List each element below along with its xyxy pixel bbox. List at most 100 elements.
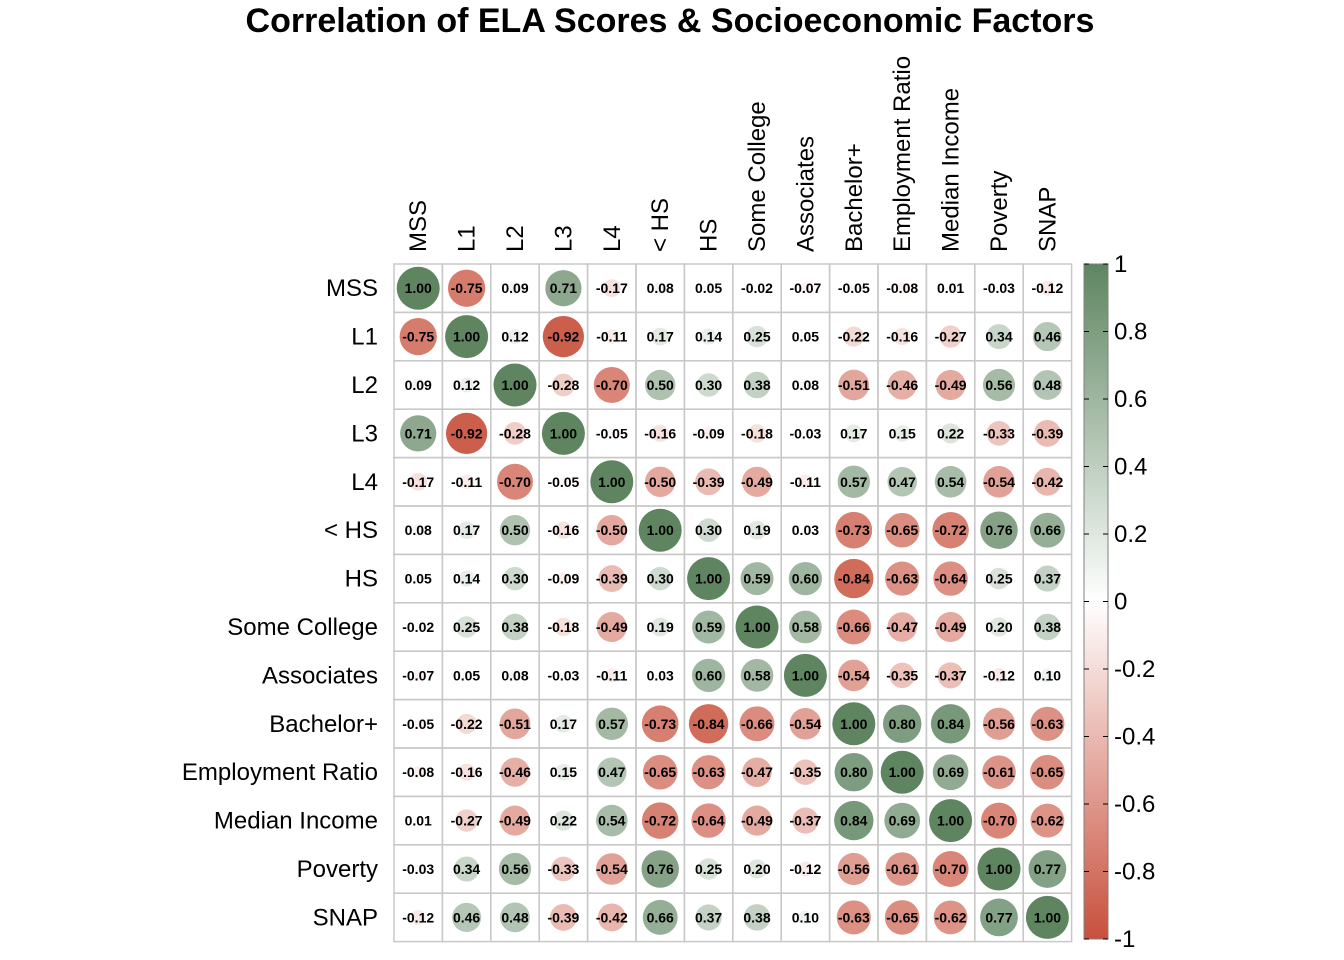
correlation-cell: 1.00 <box>732 602 782 652</box>
correlation-cell: -0.07 <box>780 263 831 314</box>
cell-value-label: 0.56 <box>501 861 528 877</box>
cell-value-label: -0.12 <box>1031 280 1063 296</box>
color-legend-tick-label: -1 <box>1114 926 1135 953</box>
correlation-circle <box>935 611 966 643</box>
correlation-circle <box>799 378 812 392</box>
cell-value-label: -0.39 <box>1031 425 1063 441</box>
row-label: SNAP <box>313 904 378 931</box>
correlation-circle <box>541 411 585 455</box>
cell-value-label: 0.59 <box>743 571 770 587</box>
correlation-circle <box>1032 370 1063 400</box>
correlation-cell: 0.08 <box>635 263 686 314</box>
correlation-cell: 0.38 <box>732 360 782 410</box>
correlation-circle <box>934 466 967 498</box>
correlation-circle <box>753 285 761 292</box>
correlation-circle <box>416 818 421 823</box>
correlation-circle <box>554 714 573 733</box>
correlation-cell: 0.38 <box>490 602 540 652</box>
cell-value-label: 0.19 <box>647 619 674 635</box>
cell-value-label: -0.72 <box>935 522 967 538</box>
correlation-cell: 0.59 <box>683 602 734 652</box>
correlation-cell: -0.92 <box>538 311 589 362</box>
correlation-cell: -0.65 <box>635 747 686 798</box>
correlation-circle <box>933 561 968 596</box>
cell-value-label: 0.77 <box>1034 861 1061 877</box>
cell-value-label: 0.57 <box>840 474 867 490</box>
correlation-cell: -0.16 <box>441 747 492 798</box>
correlation-circle <box>554 617 573 637</box>
column-label: Poverty <box>986 171 1013 252</box>
correlation-cell: -0.63 <box>1022 698 1073 749</box>
correlation-cell: -0.50 <box>586 505 637 556</box>
correlation-circle <box>461 670 472 681</box>
correlation-circle <box>413 718 424 729</box>
cell-value-label: 0.34 <box>453 861 480 877</box>
correlation-cell: -0.61 <box>877 844 928 894</box>
correlation-circle <box>988 567 1010 590</box>
correlation-circle <box>454 856 480 882</box>
correlation-circle <box>545 270 582 307</box>
correlation-circle <box>641 802 679 839</box>
cell-value-label: 0.22 <box>937 425 964 441</box>
cell-value-label: 0.17 <box>840 425 867 441</box>
column-labels: MSS L1 L2 L3 L4 < HS HS Some College Associates B… <box>405 56 1061 252</box>
cell-value-label: -0.64 <box>693 813 725 829</box>
correlation-cell: 0.58 <box>732 650 782 701</box>
cell-value-label: -0.39 <box>596 571 628 587</box>
correlation-circle <box>559 671 568 680</box>
correlation-circle <box>741 466 773 497</box>
correlation-cell: -0.75 <box>393 311 444 362</box>
row-label: < HS <box>324 517 378 544</box>
correlation-cell: -0.42 <box>586 892 637 943</box>
correlation-cell: 0.46 <box>441 892 492 943</box>
cell-value-label: 1.00 <box>647 522 674 538</box>
column-label: L1 <box>454 225 481 252</box>
correlation-cell: 0.69 <box>925 747 976 798</box>
correlation-cell: 0.08 <box>393 505 444 556</box>
correlation-circle <box>1030 706 1065 741</box>
correlation-cell: 1.00 <box>780 650 831 701</box>
correlation-cell: -0.63 <box>877 553 928 604</box>
correlation-circle <box>596 804 628 837</box>
correlation-circle <box>508 669 522 682</box>
cell-value-label: -0.05 <box>547 474 579 490</box>
correlation-circle <box>555 763 572 781</box>
correlation-circle <box>986 421 1012 446</box>
correlation-cell: -0.37 <box>925 650 976 701</box>
cell-value-label: 0.08 <box>405 522 432 538</box>
cell-value-label: 0.76 <box>647 861 674 877</box>
correlation-circle <box>843 326 864 347</box>
correlation-circle <box>452 902 482 932</box>
correlation-cell: -0.03 <box>393 844 444 894</box>
correlation-circle <box>932 754 969 791</box>
cell-value-label: -0.49 <box>935 619 967 635</box>
correlation-cell: 0.10 <box>780 892 831 943</box>
cell-value-label: 0.20 <box>743 861 770 877</box>
cell-value-label: -0.63 <box>693 764 725 780</box>
correlation-cell: 0.10 <box>1022 650 1073 701</box>
correlation-circle <box>1034 565 1061 592</box>
correlation-cell: 0.15 <box>538 747 589 798</box>
correlation-circle <box>644 369 676 401</box>
correlation-cell: 0.66 <box>635 892 686 943</box>
correlation-cell: -0.07 <box>393 650 444 701</box>
cell-value-label: -0.08 <box>402 764 434 780</box>
correlation-circle <box>412 524 425 537</box>
correlation-cell: 0.50 <box>635 360 686 410</box>
correlation-cell: -0.35 <box>877 650 928 701</box>
correlation-circle <box>702 426 716 440</box>
cell-value-label: -0.63 <box>838 909 870 925</box>
correlation-cell: 0.34 <box>441 844 492 894</box>
cell-value-label: -0.49 <box>596 619 628 635</box>
correlation-circle <box>884 802 921 839</box>
cell-value-label: -0.61 <box>983 764 1015 780</box>
correlation-cell: 0.84 <box>828 795 879 846</box>
correlation-cell: -0.09 <box>683 408 734 459</box>
correlation-circle <box>604 329 619 344</box>
correlation-circle <box>885 852 919 886</box>
correlation-circle <box>507 329 523 345</box>
correlation-circle <box>542 315 585 358</box>
correlation-circle <box>493 363 537 407</box>
correlation-cell: 1.00 <box>635 505 686 556</box>
correlation-circle <box>995 284 1003 292</box>
